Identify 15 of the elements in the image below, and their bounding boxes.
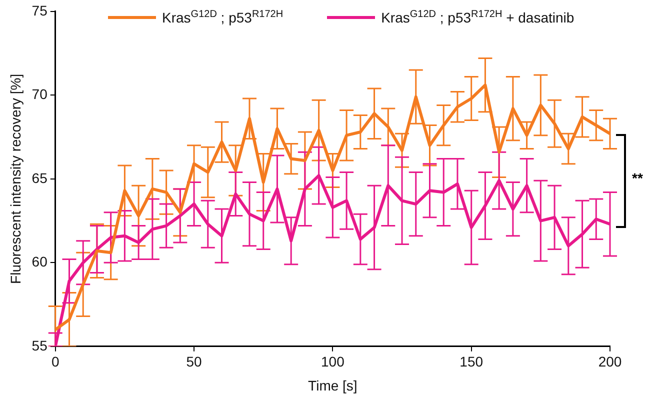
y-tick-label: 55 (32, 337, 48, 354)
y-tick-label: 65 (32, 170, 48, 186)
x-axis-title: Time [s] (308, 377, 358, 394)
x-tick-label: 50 (186, 354, 202, 370)
y-tick-label: 75 (32, 2, 48, 18)
x-tick-label: 200 (598, 354, 622, 370)
x-tick-label: 0 (51, 354, 60, 370)
x-tick-label: 100 (321, 354, 345, 370)
text: ** (632, 170, 643, 186)
legend-label: Kras$^{G12D}$ ; p53$^{R172H}$ (162, 8, 284, 27)
y-tick-label: 70 (32, 86, 48, 102)
x-tick-label: 150 (460, 354, 484, 370)
y-axis-title: Fluorescent intensity recovery [%] (7, 74, 24, 284)
legend-label: Kras$^{G12D}$ ; p53$^{R172H}$ + dasatinib (381, 8, 574, 27)
y-tick-label: 60 (32, 254, 48, 270)
